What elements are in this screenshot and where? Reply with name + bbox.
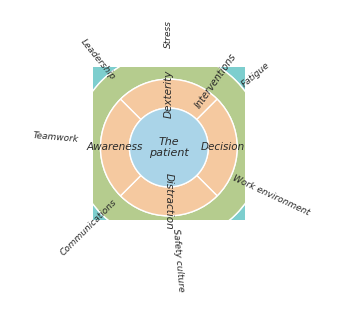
Circle shape bbox=[129, 108, 208, 187]
Text: Awareness: Awareness bbox=[87, 143, 143, 152]
Text: Teamwork: Teamwork bbox=[33, 131, 79, 144]
Wedge shape bbox=[128, 16, 214, 59]
Text: Leadership: Leadership bbox=[78, 37, 117, 82]
Wedge shape bbox=[201, 24, 298, 131]
Wedge shape bbox=[124, 230, 235, 279]
Text: Dexterity: Dexterity bbox=[164, 69, 174, 118]
Text: Distraction: Distraction bbox=[164, 173, 174, 230]
Text: Communications: Communications bbox=[59, 197, 119, 257]
Text: Interventions: Interventions bbox=[193, 51, 238, 110]
Wedge shape bbox=[38, 82, 87, 192]
Text: Work environment: Work environment bbox=[232, 173, 311, 217]
Wedge shape bbox=[216, 125, 300, 261]
Wedge shape bbox=[124, 16, 214, 59]
Text: Direct factors: Direct factors bbox=[0, 316, 1, 317]
Text: Decision: Decision bbox=[201, 143, 245, 152]
Wedge shape bbox=[45, 180, 137, 271]
Wedge shape bbox=[120, 175, 217, 216]
Wedge shape bbox=[55, 23, 140, 100]
Text: Stress: Stress bbox=[164, 20, 173, 49]
Text: The
patient: The patient bbox=[149, 137, 189, 158]
Text: Safety culture: Safety culture bbox=[171, 228, 186, 292]
Wedge shape bbox=[74, 53, 264, 242]
Wedge shape bbox=[120, 79, 217, 120]
Wedge shape bbox=[100, 99, 141, 196]
Wedge shape bbox=[197, 99, 237, 196]
Text: Fatigue: Fatigue bbox=[240, 61, 271, 89]
Text: Potential factors: Potential factors bbox=[0, 316, 1, 317]
